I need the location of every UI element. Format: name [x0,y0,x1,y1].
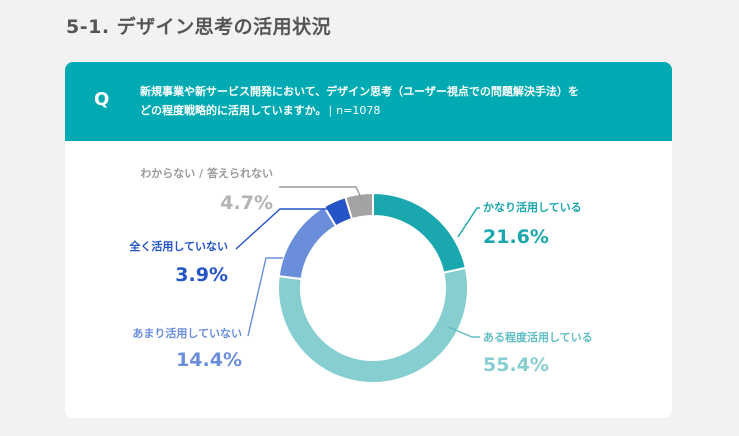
donut-slice [277,266,469,384]
question-card: Q 新規事業や新サービス開発において、デザイン思考（ユーザー視点での問題解決手法… [65,62,672,418]
donut-slice [344,191,374,221]
leader-line [279,186,363,201]
leader-line [235,208,336,250]
value-label: 3.9% [175,264,228,286]
question-line-1: 新規事業や新サービス開発において、デザイン思考（ユーザー視点での問題解決手法）を [140,85,579,98]
category-label: かなり活用している [483,200,582,214]
category-label: ある程度活用している [483,330,593,344]
value-label: 4.7% [220,192,273,214]
question-line-2-text: どの程度戦略的に活用していますか。 [140,104,327,117]
value-label: 14.4% [176,349,242,371]
question-mark: Q [94,89,110,110]
section-title: 5-1. デザイン思考の活用状況 [66,16,332,38]
question-band: Q 新規事業や新サービス開発において、デザイン思考（ユーザー視点での問題解決手法… [65,62,672,141]
question-text: 新規事業や新サービス開発において、デザイン思考（ユーザー視点での問題解決手法）を… [140,82,660,120]
category-label: あまり活用していない [132,326,242,340]
donut-slice [372,191,468,274]
value-label: 55.4% [483,354,549,376]
donut-slice [277,205,338,281]
question-line-2: どの程度戦略的に活用していますか。 | n=1078 [140,101,660,120]
question-separator: | [328,104,333,117]
category-label: 全く活用していない [128,239,228,253]
category-label: わからない / 答えられない [140,166,273,180]
leader-line [457,207,480,238]
value-label: 21.6% [483,226,549,248]
leader-line [447,326,480,338]
sample-size: n=1078 [336,104,381,117]
leader-line [247,257,283,337]
